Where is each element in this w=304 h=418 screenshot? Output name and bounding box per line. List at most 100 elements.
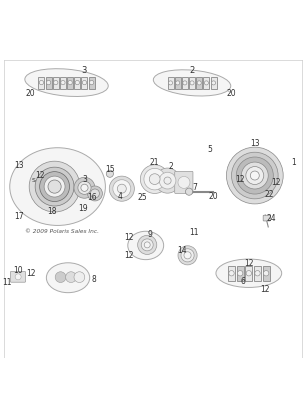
FancyBboxPatch shape	[60, 76, 66, 89]
Circle shape	[229, 270, 234, 276]
Circle shape	[181, 249, 194, 262]
Text: 24: 24	[266, 214, 276, 223]
Circle shape	[53, 189, 57, 193]
FancyBboxPatch shape	[263, 215, 270, 221]
Text: 21: 21	[150, 158, 159, 168]
Text: 2: 2	[169, 162, 174, 171]
FancyBboxPatch shape	[254, 266, 261, 281]
Text: 6: 6	[240, 277, 245, 286]
Text: 5: 5	[208, 145, 212, 154]
FancyBboxPatch shape	[67, 76, 73, 89]
Circle shape	[39, 80, 43, 85]
Circle shape	[61, 80, 65, 85]
Circle shape	[35, 167, 74, 206]
Circle shape	[49, 184, 53, 189]
FancyBboxPatch shape	[38, 76, 44, 89]
FancyBboxPatch shape	[263, 266, 270, 281]
Circle shape	[54, 188, 58, 192]
Circle shape	[50, 182, 54, 186]
Circle shape	[55, 272, 66, 283]
Circle shape	[236, 157, 273, 194]
Text: 11: 11	[190, 228, 199, 237]
Circle shape	[212, 81, 216, 85]
Circle shape	[155, 168, 180, 193]
Text: 10: 10	[13, 266, 23, 275]
Circle shape	[44, 176, 65, 197]
Circle shape	[197, 81, 201, 85]
FancyBboxPatch shape	[74, 76, 80, 89]
Text: 13: 13	[14, 161, 23, 170]
FancyBboxPatch shape	[89, 76, 95, 89]
FancyBboxPatch shape	[53, 76, 59, 89]
Circle shape	[184, 252, 191, 259]
Text: 14: 14	[178, 246, 187, 255]
Text: 12: 12	[35, 171, 44, 180]
Circle shape	[164, 177, 171, 184]
Circle shape	[231, 152, 278, 199]
Circle shape	[56, 184, 60, 189]
Circle shape	[47, 80, 51, 85]
Circle shape	[176, 81, 180, 85]
Text: 3: 3	[82, 66, 87, 74]
Circle shape	[185, 188, 193, 195]
Circle shape	[168, 81, 173, 85]
Circle shape	[255, 270, 260, 276]
Circle shape	[183, 81, 187, 85]
Text: 16: 16	[87, 193, 97, 202]
Text: 12: 12	[271, 178, 281, 186]
FancyBboxPatch shape	[46, 76, 52, 89]
FancyBboxPatch shape	[189, 77, 195, 89]
Text: 12: 12	[124, 233, 133, 242]
Circle shape	[74, 272, 85, 283]
Ellipse shape	[216, 259, 282, 288]
Circle shape	[241, 162, 268, 189]
Circle shape	[54, 181, 58, 185]
Text: 19: 19	[78, 204, 88, 213]
FancyBboxPatch shape	[10, 271, 26, 282]
Circle shape	[246, 270, 251, 276]
Text: 2: 2	[189, 66, 195, 74]
Circle shape	[29, 161, 80, 212]
Text: 20: 20	[208, 192, 218, 201]
Ellipse shape	[153, 70, 231, 96]
Circle shape	[51, 181, 55, 185]
Text: © 2009 Polaris Sales Inc.: © 2009 Polaris Sales Inc.	[25, 229, 99, 234]
FancyBboxPatch shape	[228, 266, 235, 281]
Circle shape	[138, 235, 157, 255]
Text: 22: 22	[265, 190, 275, 199]
Circle shape	[54, 80, 58, 85]
Circle shape	[66, 272, 76, 283]
Circle shape	[49, 186, 53, 190]
FancyBboxPatch shape	[175, 77, 181, 89]
Circle shape	[159, 172, 176, 189]
FancyBboxPatch shape	[168, 77, 174, 89]
Circle shape	[117, 184, 126, 193]
Circle shape	[264, 270, 269, 276]
Text: 12: 12	[244, 259, 254, 268]
Circle shape	[81, 184, 88, 191]
Circle shape	[190, 81, 194, 85]
Circle shape	[15, 274, 21, 280]
Text: 7: 7	[193, 183, 198, 192]
Circle shape	[237, 270, 243, 276]
Text: 9: 9	[148, 230, 153, 239]
Text: 12: 12	[124, 251, 133, 260]
Circle shape	[250, 171, 259, 180]
Circle shape	[82, 80, 87, 85]
FancyBboxPatch shape	[175, 171, 193, 194]
FancyBboxPatch shape	[211, 77, 216, 89]
Circle shape	[246, 166, 264, 184]
Text: 12: 12	[261, 285, 270, 293]
Circle shape	[204, 81, 209, 85]
Text: S: S	[32, 178, 36, 183]
Circle shape	[178, 176, 190, 189]
Circle shape	[144, 242, 150, 248]
Text: 20: 20	[26, 89, 36, 97]
Circle shape	[75, 80, 79, 85]
Circle shape	[78, 181, 91, 194]
Circle shape	[56, 186, 60, 190]
Circle shape	[106, 170, 113, 177]
FancyBboxPatch shape	[81, 76, 88, 89]
Text: 8: 8	[91, 275, 96, 284]
Circle shape	[48, 180, 61, 193]
